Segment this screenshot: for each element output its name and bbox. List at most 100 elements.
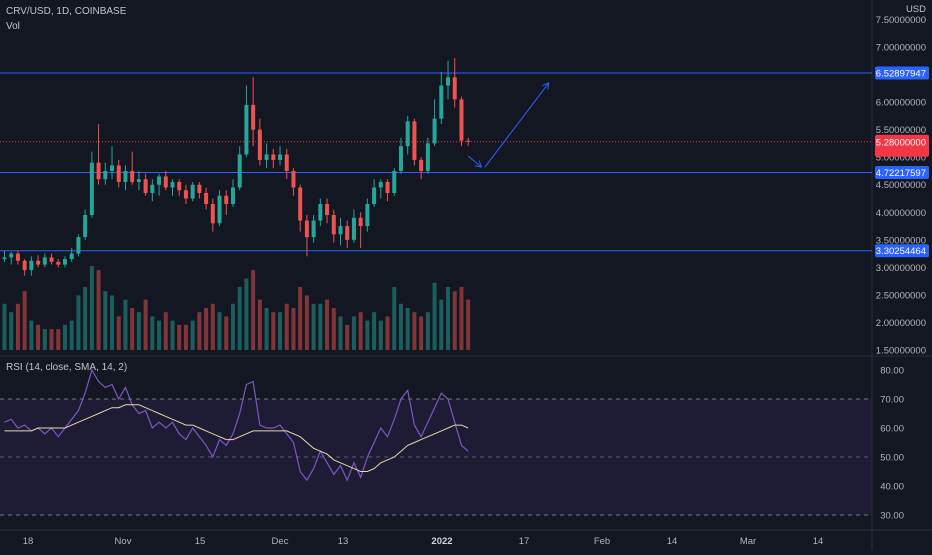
- volume-bar: [83, 287, 88, 350]
- time-tick-label: 18: [23, 536, 34, 547]
- rsi-tick-label: 30.00: [880, 511, 904, 522]
- volume-bar: [237, 287, 242, 350]
- candle-body: [345, 226, 350, 240]
- volume-bar: [385, 316, 390, 350]
- level-price-tag-label: 3.30254464: [876, 246, 926, 257]
- candle-body: [36, 260, 41, 265]
- volume-bar: [29, 320, 34, 350]
- rsi-tick-label: 50.00: [880, 453, 904, 464]
- volume-bar: [298, 287, 303, 350]
- candle-body: [412, 121, 417, 160]
- volume-bar: [197, 312, 202, 350]
- candle-body: [338, 226, 343, 235]
- candle-body: [123, 170, 128, 182]
- time-tick-label: Dec: [272, 536, 289, 547]
- candle-body: [130, 170, 135, 182]
- candle-body: [398, 146, 403, 171]
- volume-bar: [170, 320, 175, 350]
- candle-body: [311, 220, 316, 238]
- rsi-legend[interactable]: RSI (14, close, SMA, 14, 2): [6, 362, 128, 373]
- candle-body: [183, 190, 188, 199]
- candle-body: [466, 140, 471, 142]
- price-tick-label: 2.00000000: [876, 318, 926, 329]
- candle-body: [264, 154, 269, 160]
- level-price-tag-label: 6.52897947: [876, 68, 926, 79]
- price-tick-label: 3.00000000: [876, 263, 926, 274]
- candle-body: [459, 99, 464, 141]
- candle-body: [425, 143, 430, 171]
- volume-bar: [217, 312, 222, 350]
- level-price-tag: [875, 165, 929, 179]
- volume-bar: [405, 308, 410, 350]
- volume-bar: [56, 329, 61, 350]
- currency-label[interactable]: USD: [905, 4, 926, 15]
- volume-bar: [338, 316, 343, 350]
- candle-body: [405, 121, 410, 147]
- trend-arrow: [484, 82, 550, 168]
- rsi-ma-line: [4, 404, 469, 472]
- volume-bar: [325, 299, 330, 350]
- volume-bar: [22, 291, 27, 350]
- candle-body: [230, 187, 235, 205]
- candle-body: [358, 217, 363, 227]
- candle-body: [62, 259, 67, 265]
- volume-bar: [89, 266, 94, 350]
- candle-body: [304, 220, 309, 238]
- volume-bar: [244, 278, 249, 350]
- candle-body: [331, 215, 336, 235]
- volume-bar: [358, 312, 363, 350]
- volume-bar: [163, 312, 168, 350]
- price-tick-label: 4.50000000: [876, 180, 926, 191]
- candle-body: [103, 170, 108, 180]
- volume-bar: [157, 320, 162, 350]
- candle-body: [385, 181, 390, 193]
- volume-bar: [459, 287, 464, 350]
- volume-bar: [143, 299, 148, 350]
- candle-body: [432, 118, 437, 144]
- price-tick-label: 5.50000000: [876, 125, 926, 136]
- candle-body: [298, 187, 303, 221]
- volume-bar: [96, 270, 101, 350]
- candle-body: [163, 176, 168, 188]
- symbol-legend[interactable]: CRV/USD, 1D, COINBASE: [6, 6, 127, 17]
- candle-body: [96, 162, 101, 180]
- volume-bar: [439, 299, 444, 350]
- candle-body: [69, 253, 74, 260]
- price-tick-label: 6.00000000: [876, 98, 926, 109]
- time-tick-label: Mar: [740, 536, 756, 547]
- price-tick-label: 2.50000000: [876, 290, 926, 301]
- rsi-tick-label: 70.00: [880, 395, 904, 406]
- volume-bar: [304, 295, 309, 350]
- trend-arrow: [467, 155, 482, 168]
- volume-bar: [123, 299, 128, 350]
- candle-body: [170, 181, 175, 188]
- candle-body: [325, 204, 330, 216]
- volume-bar: [69, 320, 74, 350]
- candle-body: [372, 187, 377, 205]
- volume-legend[interactable]: Vol: [6, 21, 20, 32]
- candle-body: [284, 154, 289, 171]
- volume-bar: [224, 316, 229, 350]
- volume-bar: [311, 303, 316, 350]
- candle-body: [177, 181, 182, 191]
- last-price-tag-label: 5.28000000: [876, 137, 926, 148]
- volume-bar: [466, 299, 471, 350]
- volume-bar: [49, 329, 54, 350]
- candle-body: [157, 176, 162, 185]
- rsi-tick-label: 80.00: [880, 366, 904, 377]
- time-tick-label: 17: [519, 536, 530, 547]
- candle-body: [197, 184, 202, 193]
- volume-bar: [76, 295, 81, 350]
- volume-bar: [183, 324, 188, 350]
- volume-bar: [62, 324, 67, 350]
- trend-arrow-head: [478, 160, 483, 168]
- time-tick-label: 14: [667, 536, 678, 547]
- volume-bar: [264, 308, 269, 350]
- candle-body: [22, 260, 27, 271]
- candle-body: [116, 165, 121, 182]
- candle-body: [446, 77, 451, 86]
- candle-body: [2, 257, 7, 260]
- candle-body: [251, 104, 256, 130]
